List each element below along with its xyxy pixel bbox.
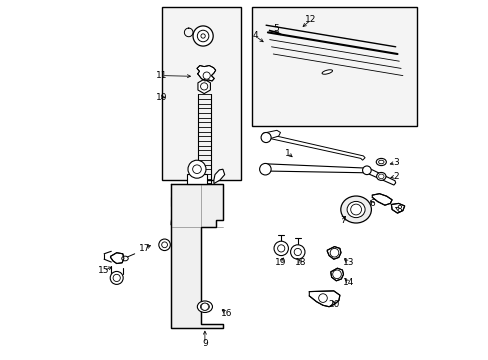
Text: 3: 3 <box>392 158 398 167</box>
Circle shape <box>162 242 167 248</box>
Circle shape <box>362 166 370 175</box>
Circle shape <box>201 303 208 310</box>
Ellipse shape <box>197 301 212 312</box>
Circle shape <box>290 245 305 259</box>
Circle shape <box>318 294 326 302</box>
Circle shape <box>113 274 120 282</box>
Circle shape <box>332 270 341 279</box>
Text: 18: 18 <box>294 258 305 267</box>
Text: 11: 11 <box>156 71 167 80</box>
Circle shape <box>200 83 207 90</box>
Circle shape <box>350 204 361 215</box>
Ellipse shape <box>375 158 386 166</box>
Polygon shape <box>330 268 343 281</box>
Bar <box>251 7 416 126</box>
Ellipse shape <box>200 303 209 310</box>
Circle shape <box>273 241 288 256</box>
Ellipse shape <box>346 202 365 217</box>
Text: 12: 12 <box>305 15 316 24</box>
Circle shape <box>294 248 301 256</box>
Polygon shape <box>213 169 224 184</box>
Ellipse shape <box>322 70 332 74</box>
Text: 10: 10 <box>156 93 167 102</box>
Polygon shape <box>366 168 395 185</box>
Polygon shape <box>264 164 367 173</box>
Text: 1: 1 <box>284 149 290 158</box>
Text: 20: 20 <box>328 300 340 309</box>
Polygon shape <box>326 247 340 259</box>
Text: 8: 8 <box>396 205 401 214</box>
Polygon shape <box>170 184 223 328</box>
Polygon shape <box>371 194 391 205</box>
Text: 15: 15 <box>98 266 109 275</box>
Text: 6: 6 <box>368 199 374 208</box>
Circle shape <box>329 248 338 257</box>
Circle shape <box>261 132 270 143</box>
Ellipse shape <box>376 172 385 180</box>
Text: 13: 13 <box>343 258 354 267</box>
Circle shape <box>277 245 284 252</box>
Polygon shape <box>265 134 365 160</box>
Ellipse shape <box>378 174 383 179</box>
Text: 17: 17 <box>139 244 150 253</box>
Text: 7: 7 <box>340 216 346 225</box>
Polygon shape <box>261 130 280 140</box>
Polygon shape <box>197 66 215 81</box>
Bar <box>186 174 206 184</box>
Polygon shape <box>390 203 404 213</box>
Circle shape <box>203 72 210 79</box>
Polygon shape <box>110 253 123 264</box>
Ellipse shape <box>340 196 371 223</box>
Polygon shape <box>309 291 339 307</box>
Circle shape <box>159 239 170 251</box>
Ellipse shape <box>122 256 128 261</box>
Text: 5: 5 <box>273 24 279 33</box>
Circle shape <box>201 34 205 38</box>
Text: 14: 14 <box>343 278 354 287</box>
Text: 19: 19 <box>274 258 285 267</box>
Circle shape <box>197 30 208 42</box>
Ellipse shape <box>378 160 383 164</box>
Circle shape <box>261 133 270 142</box>
Circle shape <box>193 26 213 46</box>
Circle shape <box>187 160 205 178</box>
Circle shape <box>110 271 123 284</box>
Circle shape <box>192 165 201 174</box>
Text: 4: 4 <box>252 31 258 40</box>
Text: 2: 2 <box>392 172 398 181</box>
Bar <box>162 7 241 180</box>
Text: 9: 9 <box>202 339 207 348</box>
Text: 16: 16 <box>220 309 232 318</box>
Circle shape <box>259 163 270 175</box>
Polygon shape <box>198 79 210 94</box>
